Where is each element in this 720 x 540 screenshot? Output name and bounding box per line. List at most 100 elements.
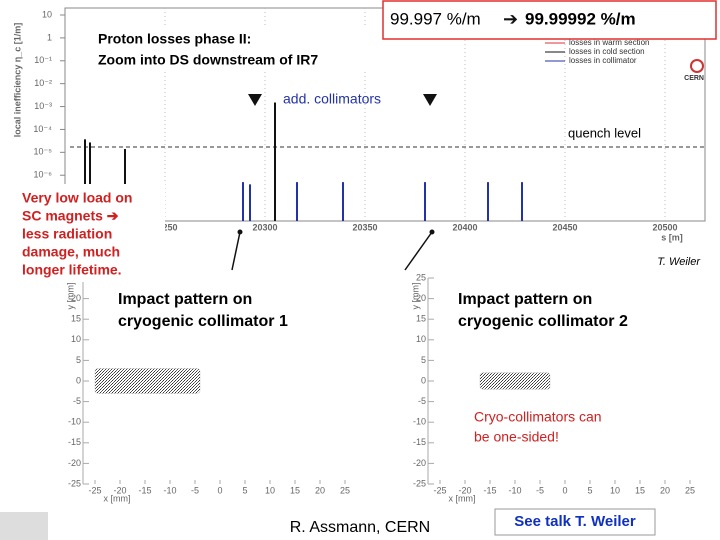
x-tick-label: 20 [660, 485, 670, 495]
x-tick-label: 5 [242, 485, 247, 495]
y-tick-label: 10⁻⁶ [34, 170, 53, 180]
y-tick-label: 25 [416, 272, 426, 282]
y-tick-label: 10 [42, 9, 52, 19]
y-tick-label: 10⁻⁵ [34, 147, 53, 157]
y-tick-label: 15 [71, 314, 81, 324]
x-tick-label: -20 [113, 485, 126, 495]
y-tick-label: 5 [76, 355, 81, 365]
headline-to: 99.99992 %/m [525, 9, 636, 28]
y-tick-label: 1 [47, 32, 52, 42]
pointer [404, 231, 433, 271]
pointer-dot [429, 229, 435, 235]
y-tick-label: 0 [76, 375, 81, 385]
panel-title: Impact pattern on [118, 291, 252, 308]
y-tick-label: 20 [71, 293, 81, 303]
x-tick-label: 25 [340, 485, 350, 495]
y-tick-label: -10 [413, 417, 426, 427]
y-tick-label: -25 [413, 478, 426, 488]
x-tick-label: -10 [508, 485, 521, 495]
y-tick-label: -25 [68, 478, 81, 488]
y-tick-label: -10 [68, 417, 81, 427]
x-tick-label: 20 [315, 485, 325, 495]
note-line: longer lifetime. [22, 262, 122, 278]
x-axis-label: x [mm] [449, 493, 476, 503]
panel-title: cryogenic collimator 1 [118, 313, 288, 330]
x-axis-label: x [mm] [104, 493, 131, 503]
logo: CERN [684, 75, 704, 82]
x-tick-label: 15 [635, 485, 645, 495]
y-tick-label: 15 [416, 314, 426, 324]
pointer [231, 231, 241, 271]
quench-label: quench level [568, 125, 641, 140]
cryo-note: Cryo-collimators can [474, 409, 602, 425]
chart-title: Zoom into DS downstream of IR7 [98, 52, 318, 68]
note-line: Very low load on [22, 190, 132, 206]
x-tick-label: 0 [217, 485, 222, 495]
y-tick-label: 0 [421, 375, 426, 385]
legend-label: losses in warm section [569, 38, 649, 47]
sc-note: Very low load on SC magnets ➔ less radia… [22, 190, 132, 278]
chart-title: Proton losses phase II: [98, 31, 251, 47]
footer-author: R. Assmann, CERN [290, 519, 430, 536]
y-tick-label: 10 [416, 334, 426, 344]
x-tick-label: 20500 [652, 222, 677, 232]
legend-label: losses in cold section [569, 47, 645, 56]
y-tick-label: 10 [71, 334, 81, 344]
y-tick-label: -15 [68, 437, 81, 447]
y-tick-label: -20 [413, 458, 426, 468]
x-tick-label: 20300 [252, 222, 277, 232]
annotation: add. collimators [283, 91, 381, 107]
pointer-dot [237, 229, 243, 235]
note-line: damage, much [22, 244, 120, 260]
x-tick-label: 20450 [552, 222, 577, 232]
note-line: less radiation [22, 226, 112, 242]
charts: 20250203002035020400204502050010110⁻¹10⁻… [12, 7, 706, 503]
cryo-note: be one-sided! [474, 429, 559, 445]
x-tick-label: -15 [483, 485, 496, 495]
x-tick-label: 20350 [352, 222, 377, 232]
logo-mark [690, 59, 704, 73]
footer-bar [0, 512, 48, 540]
marker-triangle [248, 94, 262, 106]
note-line: SC magnets ➔ [22, 208, 119, 224]
x-tick-label: 10 [610, 485, 620, 495]
headline-arrow: ➔ [503, 9, 518, 29]
x-tick-label: -10 [163, 485, 176, 495]
y-tick-label: 10⁻² [34, 78, 52, 88]
x-tick-label: -5 [536, 485, 544, 495]
y-tick-label: -15 [413, 437, 426, 447]
x-tick-label: -5 [191, 485, 199, 495]
x-tick-label: 20400 [452, 222, 477, 232]
title-bg [95, 26, 380, 70]
y-tick-label: -5 [73, 396, 81, 406]
note-bg [0, 184, 165, 282]
credit: T. Weiler [657, 256, 701, 268]
x-tick-label: 5 [587, 485, 592, 495]
y-axis-label: y [mm] [65, 283, 75, 310]
x-tick-label: -15 [138, 485, 151, 495]
y-tick-label: 10⁻¹ [34, 55, 52, 65]
x-tick-label: 25 [685, 485, 695, 495]
headline-from: 99.997 %/m [390, 9, 481, 28]
x-tick-label: 10 [265, 485, 275, 495]
y-tick-label: -5 [418, 396, 426, 406]
x-tick-label: 15 [290, 485, 300, 495]
x-tick-label: -25 [433, 485, 446, 495]
y-tick-label: 20 [416, 293, 426, 303]
marker-triangle [423, 94, 437, 106]
footer-link[interactable]: See talk T. Weiler [514, 513, 636, 530]
y-axis-label: y [mm] [410, 283, 420, 310]
y-tick-label: 5 [421, 355, 426, 365]
link-box[interactable] [494, 508, 656, 536]
y-tick-label: 10⁻⁴ [33, 124, 52, 134]
impact-cloud [479, 372, 551, 390]
x-axis-label: s [m] [661, 232, 683, 242]
impact-cloud [94, 368, 201, 394]
panel-titles: Impact pattern on cryogenic collimator 1… [118, 291, 628, 330]
panel-title: Impact pattern on [458, 291, 592, 308]
y-tick-label: -20 [68, 458, 81, 468]
panel-title: cryogenic collimator 2 [458, 313, 628, 330]
y-axis-label: local inefficiency η_c [1/m] [12, 23, 22, 138]
